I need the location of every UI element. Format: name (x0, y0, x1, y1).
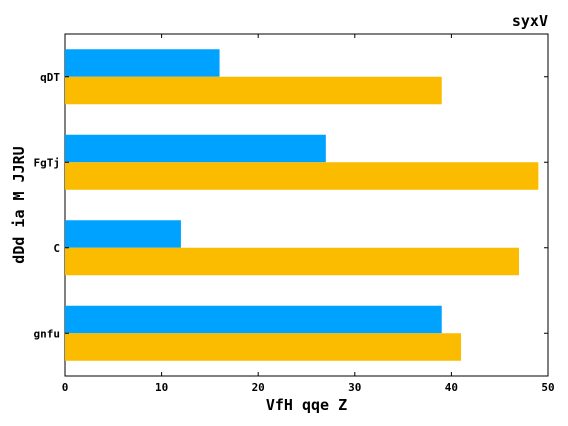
x-tick-label-10: 10 (155, 381, 168, 394)
ticks-layer: gnfu C FgTj qDT 0 10 20 30 40 50 (34, 34, 555, 394)
x-tick-label-20: 20 (252, 381, 265, 394)
y-tick-label-C: C (53, 242, 60, 255)
bar-C-series-2 (65, 247, 520, 276)
bar-FgTj-series-1 (65, 134, 326, 163)
x-tick-label-50: 50 (541, 381, 554, 394)
y-axis-title: dDd ia M JJRU (10, 146, 28, 263)
x-tick-label-30: 30 (348, 381, 361, 394)
bar-FgTj-series-2 (65, 162, 539, 190)
y-tick-label-gnfu: gnfu (34, 327, 61, 340)
bar-qDT-series-1 (65, 49, 220, 77)
bar-C-series-1 (65, 220, 181, 248)
bar-qDT-series-2 (65, 76, 442, 105)
x-tick-label-0: 0 (62, 381, 69, 394)
x-axis-title: VfH qqe Z (266, 396, 347, 414)
bar-gnfu-series-1 (65, 305, 442, 334)
bars-layer (65, 49, 539, 361)
y-tick-label-qDT: qDT (40, 71, 60, 84)
bar-gnfu-series-2 (65, 333, 462, 361)
x-tick-label-40: 40 (445, 381, 458, 394)
y-tick-label-FgTj: FgTj (34, 156, 61, 169)
chart-title: syxV (512, 12, 548, 30)
